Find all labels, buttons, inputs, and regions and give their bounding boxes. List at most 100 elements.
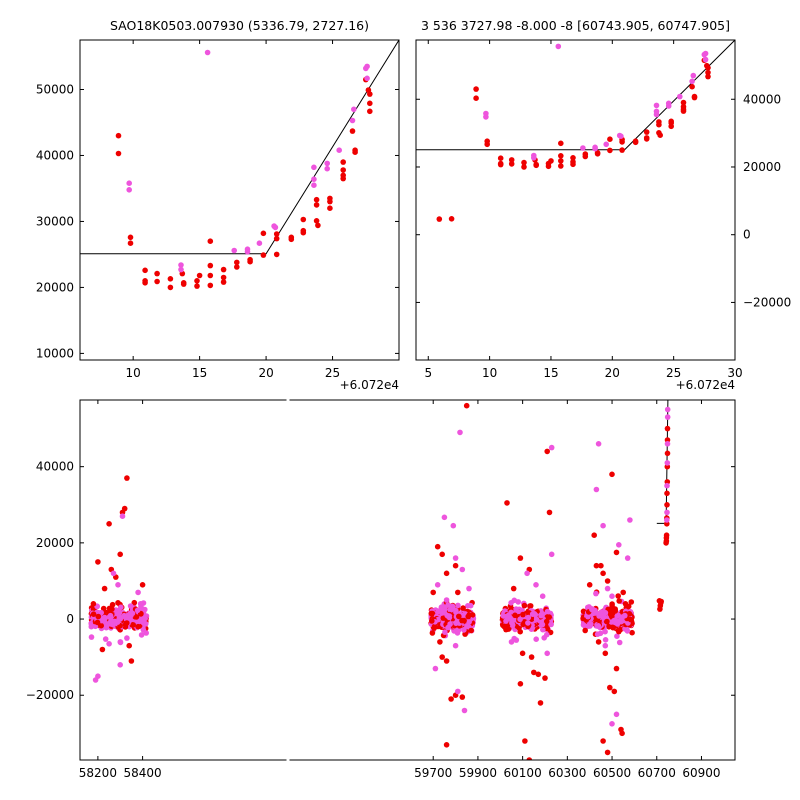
noise-point — [580, 608, 587, 615]
data-point-pink — [324, 160, 331, 167]
data-point-red — [545, 163, 552, 170]
x-tick-label: 60900 — [682, 766, 720, 780]
data-point-pink — [110, 570, 117, 577]
data-point-red — [340, 175, 347, 182]
data-point-pink — [364, 75, 370, 82]
x-tick-label: 10 — [482, 366, 497, 380]
data-point-pink — [450, 522, 457, 529]
noise-point — [596, 613, 602, 619]
noise-point — [456, 613, 462, 620]
data-point-red — [260, 230, 267, 237]
noise-point — [619, 614, 626, 620]
data-point-pink — [178, 266, 184, 273]
data-point-red — [528, 654, 535, 660]
noise-point — [538, 612, 544, 619]
data-point-red — [619, 730, 625, 737]
data-point-pink — [604, 585, 611, 592]
data-point-red — [558, 163, 564, 169]
data-point-red — [327, 198, 333, 205]
noise-point — [594, 631, 601, 637]
noise-point — [128, 612, 134, 619]
data-point-red — [95, 559, 101, 565]
data-point-pink — [580, 145, 586, 151]
noise-point — [449, 603, 456, 610]
noise-point — [466, 619, 473, 625]
data-point-red — [604, 749, 611, 756]
data-point-pink — [364, 63, 370, 70]
data-point-red — [570, 161, 576, 168]
data-point-red — [430, 589, 437, 596]
noise-point — [442, 629, 448, 635]
noise-point — [429, 630, 436, 636]
data-point-red — [607, 147, 613, 154]
noise-point — [525, 620, 531, 626]
chart-title: 3 536 3727.98 -8.000 -8 [60743.905, 6074… — [421, 18, 730, 33]
data-point-red — [154, 278, 160, 285]
data-point-red — [124, 475, 130, 481]
data-point-red — [313, 218, 320, 224]
data-point-red — [619, 139, 625, 145]
y-tick-label: 10000 — [36, 346, 74, 360]
data-point-red — [437, 639, 443, 645]
x-tick-label: 5 — [424, 366, 432, 380]
data-point-red — [620, 589, 626, 596]
noise-point — [134, 607, 141, 614]
data-point-pink — [142, 606, 148, 613]
axis-break-bottom — [286, 758, 290, 763]
data-point-pink — [593, 486, 600, 493]
data-point-pink — [349, 117, 356, 124]
data-point-pink — [515, 599, 521, 605]
data-point-red — [463, 402, 470, 409]
data-point-pink — [664, 509, 670, 516]
data-point-red — [121, 505, 128, 512]
y-tick-label: 20000 — [36, 536, 74, 550]
data-point-red — [127, 240, 134, 246]
noise-point — [606, 623, 612, 630]
data-point-red — [622, 601, 629, 607]
data-point-red — [594, 151, 601, 157]
noise-point — [541, 635, 547, 641]
x-tick-label: 59900 — [459, 766, 497, 780]
data-point-red — [531, 669, 537, 676]
data-point-red — [609, 471, 615, 478]
noise-point — [503, 618, 509, 624]
data-point-pink — [690, 72, 697, 79]
data-point-red — [194, 278, 200, 284]
data-point-red — [658, 598, 664, 605]
data-point-pink — [508, 639, 515, 645]
noise-point — [525, 614, 532, 621]
noise-point — [611, 617, 617, 624]
noise-point — [527, 603, 534, 609]
data-point-red — [570, 155, 576, 161]
data-point-red — [167, 284, 174, 291]
noise-point — [431, 623, 438, 630]
data-point-red — [484, 141, 491, 148]
data-point-pink — [702, 50, 709, 57]
data-point-pink — [653, 111, 660, 118]
data-point-red — [167, 276, 174, 282]
data-point-red — [546, 509, 553, 516]
data-point-red — [180, 281, 187, 287]
data-point-red — [352, 149, 358, 155]
data-point-red — [497, 161, 504, 168]
noise-point — [546, 614, 552, 620]
data-point-pink — [455, 688, 461, 695]
data-point-red — [600, 570, 606, 577]
plot-frame — [79, 39, 400, 361]
data-point-red — [632, 139, 639, 146]
plot-panel-0: 10 15 20 25 10000 20000 30000 40000 50000 SAO18K0… — [36, 18, 400, 392]
data-point-red — [582, 153, 589, 160]
data-point-red — [448, 216, 455, 222]
data-point-red — [611, 688, 618, 695]
data-point-red — [643, 136, 650, 142]
data-point-red — [455, 589, 461, 596]
noise-point — [544, 625, 551, 632]
plot-panel-2: 58200 58400 59700 59900 60100 60300 60500 60700… — [26, 398, 736, 780]
data-point-pink — [452, 555, 459, 561]
data-point-pink — [531, 155, 537, 161]
noise-point — [95, 613, 102, 620]
data-point-red — [664, 450, 671, 457]
data-point-pink — [539, 593, 546, 599]
noise-point — [455, 602, 461, 609]
data-point-red — [595, 639, 602, 645]
